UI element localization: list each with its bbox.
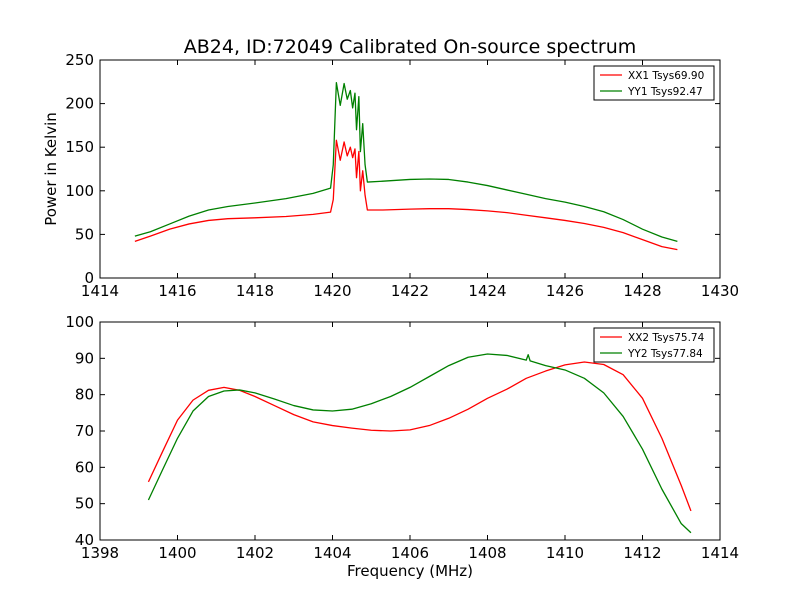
x-tick-label: 1410 — [546, 544, 584, 562]
legend-label: YY2 Tsys77.84 — [627, 348, 703, 360]
series-line-yy1 — [134, 82, 678, 243]
x-tick-label: 1412 — [623, 544, 661, 562]
x-tick-label: 1408 — [468, 544, 506, 562]
x-tick-label: 1424 — [468, 282, 506, 300]
y-tick-label: 60 — [75, 458, 94, 476]
x-tick-label: 1430 — [701, 282, 739, 300]
x-tick-label: 1428 — [623, 282, 661, 300]
y-tick-label: 70 — [75, 422, 94, 440]
y-tick-label: 50 — [75, 495, 94, 513]
x-tick-label: 1416 — [158, 282, 196, 300]
bottom-panel: 1398 1400 1402 1404 1406 1408 1410 1412 1414 40 50… — [65, 313, 739, 562]
x-tick-label: 1414 — [701, 544, 739, 562]
series-line-yy2 — [147, 353, 692, 534]
series-line-xx2 — [147, 361, 692, 512]
legend-label: XX2 Tsys75.74 — [628, 332, 705, 344]
x-tick-label: 1426 — [546, 282, 584, 300]
y-tick-label: 90 — [75, 349, 94, 367]
legend-label: XX1 Tsys69.90 — [628, 70, 704, 82]
x-tick-label: 1402 — [236, 544, 274, 562]
y-tick-label: 150 — [65, 138, 94, 156]
y-tick-label: 0 — [84, 269, 94, 287]
series-line-xx1 — [134, 139, 678, 251]
chart-title: AB24, ID:72049 Calibrated On-source spec… — [184, 36, 637, 58]
top-panel: 1414 1416 1418 1420 1422 1424 1426 1428 1430 0 50 1… — [65, 51, 739, 300]
y-tick-label: 100 — [65, 313, 94, 331]
x-tick-label: 1406 — [391, 544, 429, 562]
x-tick-label: 1400 — [158, 544, 196, 562]
y-tick-label: 40 — [75, 531, 94, 549]
x-tick-label: 1418 — [236, 282, 274, 300]
x-axis-label: Frequency (MHz) — [347, 562, 473, 580]
y-tick-label: 200 — [65, 95, 94, 113]
legend-label: YY1 Tsys92.47 — [627, 86, 703, 98]
y-tick-label: 50 — [75, 225, 94, 243]
x-tick-label: 1404 — [313, 544, 351, 562]
x-tick-label: 1420 — [313, 282, 351, 300]
y-tick-label: 100 — [65, 182, 94, 200]
x-tick-label: 1398 — [81, 544, 119, 562]
legend-box — [593, 327, 715, 363]
x-tick-label: 1414 — [81, 282, 119, 300]
x-tick-label: 1422 — [391, 282, 429, 300]
y-axis-label-top: Power in Kelvin — [42, 112, 60, 226]
y-tick-label: 250 — [65, 51, 94, 69]
y-tick-label: 80 — [75, 386, 94, 404]
legend-box — [593, 65, 715, 101]
